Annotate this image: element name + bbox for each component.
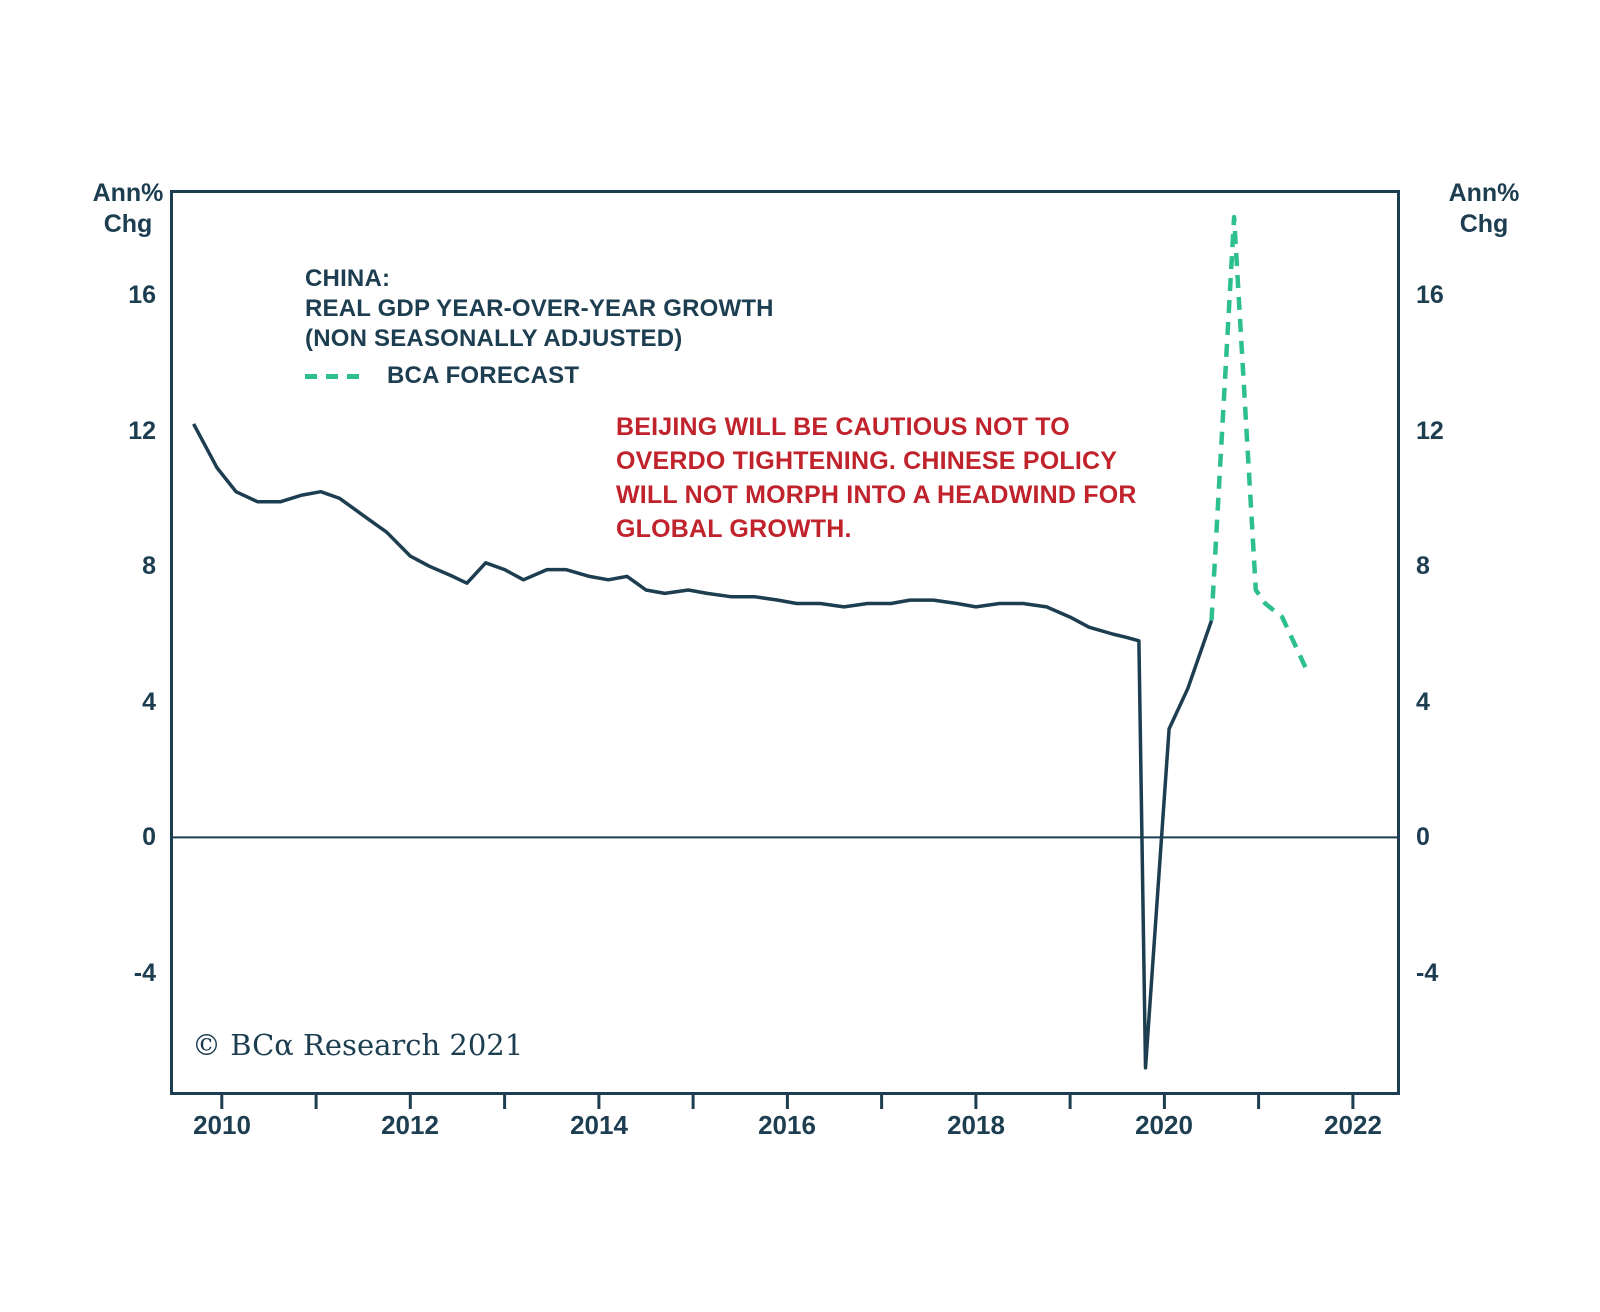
x-axis-label: 2022 (1324, 1110, 1382, 1140)
y-axis-label-right: 16 (1416, 281, 1444, 309)
annotation-text: BEIJING WILL BE CAUTIOUS NOT TO OVERDO T… (616, 410, 1137, 546)
y-axis-label-left: 0 (142, 823, 156, 851)
x-axis-label: 2018 (947, 1110, 1005, 1140)
y-axis-label-left: 16 (128, 281, 156, 309)
x-axis-label: 2014 (570, 1110, 628, 1140)
y-axis-unit-right: Ann% Chg (1448, 178, 1520, 240)
annotation-line1: BEIJING WILL BE CAUTIOUS NOT TO (616, 413, 1070, 441)
plot-frame (170, 190, 1400, 1095)
chart-title-line2: REAL GDP YEAR-OVER-YEAR GROWTH (305, 295, 774, 322)
chart-title-line1: CHINA: (305, 265, 391, 292)
y-axis-label-right: 4 (1416, 688, 1430, 716)
annotation-line2: OVERDO TIGHTENING. CHINESE POLICY (616, 447, 1118, 475)
annotation-line3: WILL NOT MORPH INTO A HEADWIND FOR (616, 481, 1137, 509)
legend: BCA FORECAST (305, 361, 774, 391)
y-axis-unit-right-line2: Chg (1459, 210, 1509, 238)
y-axis-label-right: 12 (1416, 417, 1444, 445)
x-axis-label: 2016 (758, 1110, 816, 1140)
chart-title-line3: (NON SEASONALLY ADJUSTED) (305, 325, 683, 352)
y-axis-label-right: 8 (1416, 552, 1430, 580)
y-axis-label-left: 12 (128, 417, 156, 445)
y-axis-unit-right-line1: Ann% (1448, 179, 1520, 207)
y-axis-label-left: 8 (142, 552, 156, 580)
forecast-dash-icon (305, 373, 367, 379)
x-axis-label: 2020 (1135, 1110, 1193, 1140)
y-axis-unit-left-line1: Ann% (92, 179, 164, 207)
x-axis-label: 2012 (381, 1110, 439, 1140)
y-axis-unit-left-line2: Chg (103, 210, 153, 238)
copyright: © BCα Research 2021 (192, 1028, 524, 1062)
y-axis-label-left: -4 (133, 959, 156, 987)
chart-title: CHINA: REAL GDP YEAR-OVER-YEAR GROWTH (N… (305, 264, 774, 391)
annotation-line4: GLOBAL GROWTH. (616, 515, 852, 543)
y-axis-label-left: 4 (142, 688, 156, 716)
forecast-line (1209, 214, 1308, 669)
legend-label: BCA FORECAST (387, 362, 580, 389)
y-axis-label-right: -4 (1416, 959, 1439, 987)
actual-line (192, 423, 1214, 1070)
y-axis-unit-left: Ann% Chg (92, 178, 164, 240)
y-axis-label-right: 0 (1416, 823, 1430, 851)
plot-area (170, 190, 1400, 1109)
x-axis-label: 2010 (193, 1110, 251, 1140)
